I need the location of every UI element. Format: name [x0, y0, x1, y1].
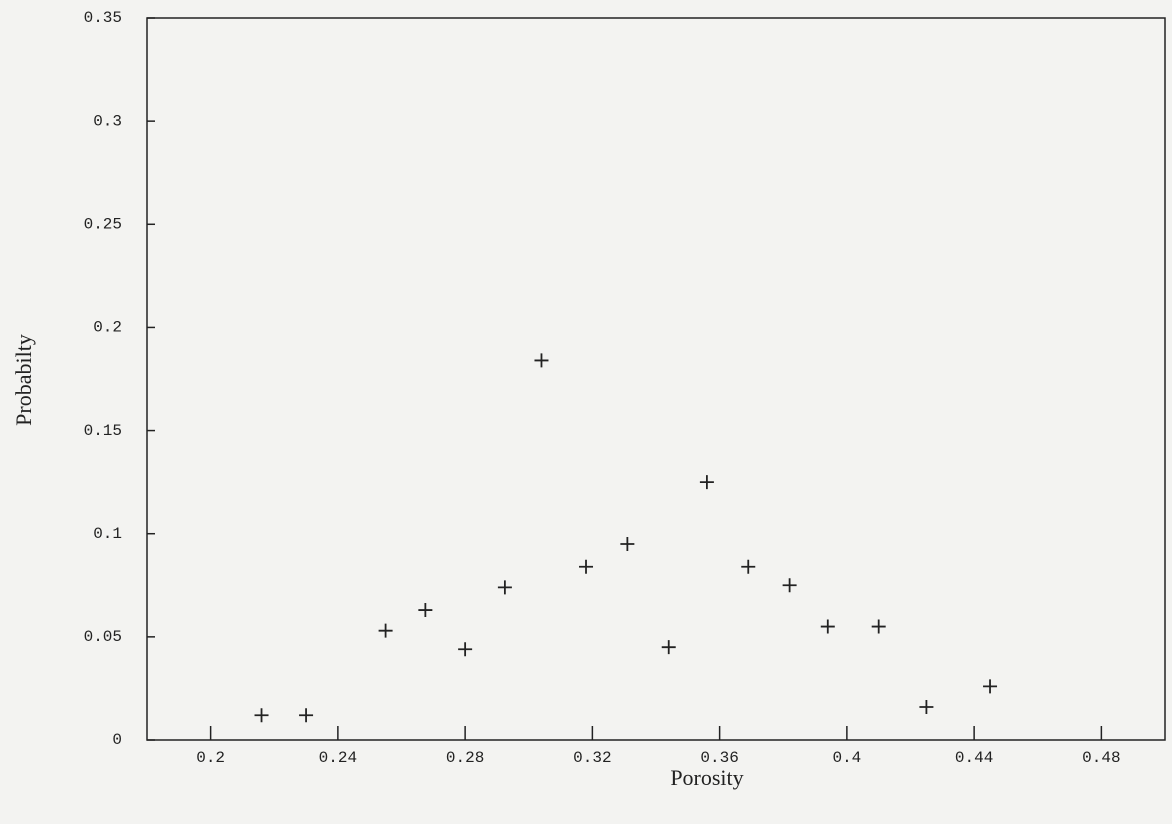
point-marker — [820, 619, 835, 634]
point-marker — [579, 559, 594, 574]
y-tick-label: 0.3 — [93, 112, 122, 130]
y-tick-label: 0.2 — [93, 319, 122, 337]
x-tick-label: 0.2 — [196, 749, 225, 767]
y-tick-label: 0.1 — [93, 525, 122, 543]
point-marker — [741, 559, 756, 574]
point-marker — [458, 642, 473, 657]
y-tick-label: 0.25 — [84, 216, 122, 234]
x-tick-label: 0.28 — [446, 749, 484, 767]
point-marker — [418, 603, 433, 618]
point-marker — [254, 708, 269, 723]
y-tick-label: 0.35 — [84, 9, 122, 27]
x-tick-label: 0.44 — [955, 749, 993, 767]
x-tick-label: 0.32 — [573, 749, 611, 767]
point-marker — [983, 679, 998, 694]
point-marker — [378, 623, 393, 638]
y-axis-title: Probabilty — [11, 334, 36, 426]
x-axis-title: Porosity — [670, 765, 743, 790]
point-marker — [919, 699, 934, 714]
x-tick-label: 0.4 — [832, 749, 861, 767]
point-marker — [699, 475, 714, 490]
y-tick-label: 0 — [112, 731, 122, 749]
point-marker — [299, 708, 314, 723]
plot-frame — [146, 17, 1166, 741]
point-marker — [782, 578, 797, 593]
point-marker — [661, 640, 676, 655]
y-tick-label: 0.15 — [84, 422, 122, 440]
point-marker — [534, 353, 549, 368]
point-marker — [871, 619, 886, 634]
point-marker — [497, 580, 512, 595]
x-tick-label: 0.36 — [700, 749, 738, 767]
x-tick-label: 0.24 — [319, 749, 357, 767]
x-tick-label: 0.48 — [1082, 749, 1120, 767]
y-tick-label: 0.05 — [84, 628, 122, 646]
point-marker — [620, 537, 635, 552]
